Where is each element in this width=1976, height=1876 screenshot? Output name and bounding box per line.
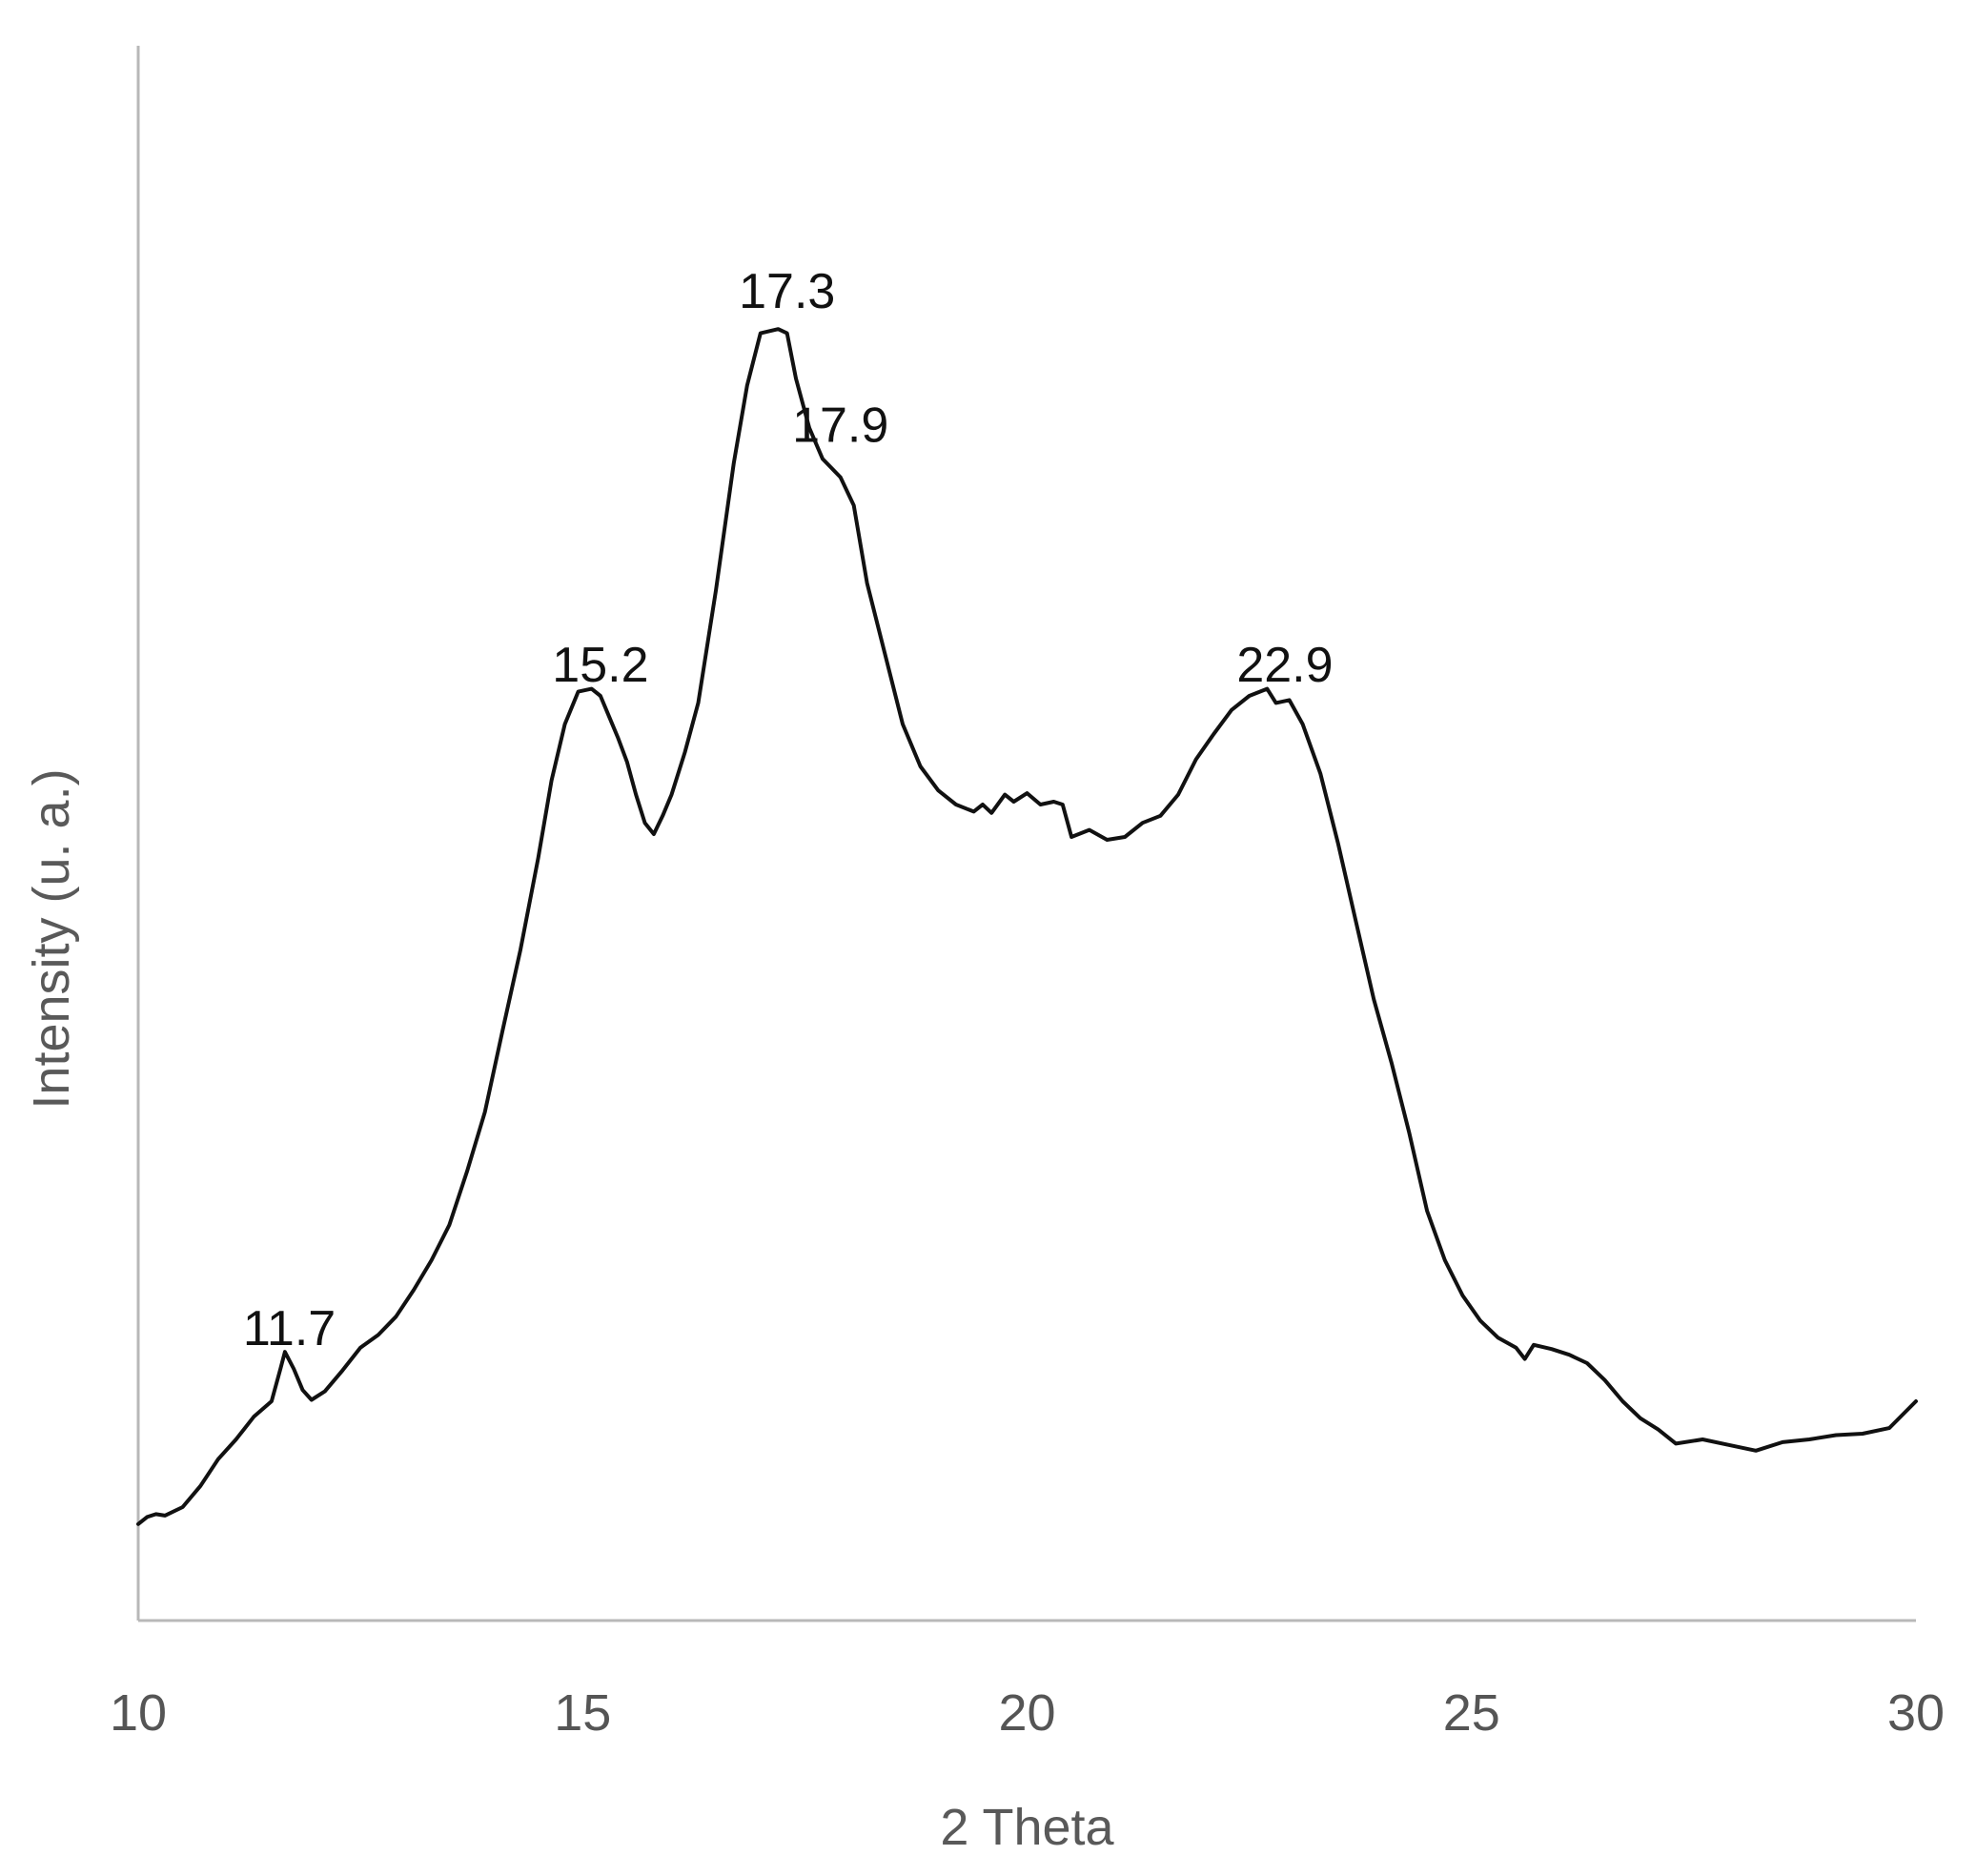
x-tick-label-15: 15 <box>554 1684 611 1742</box>
x-tick-label-10: 10 <box>110 1684 167 1742</box>
peak-label-22-9: 22.9 <box>1236 638 1333 693</box>
x-tick-label-30: 30 <box>1887 1684 1945 1742</box>
peak-label-15-2: 15.2 <box>552 638 648 693</box>
peak-label-17-9: 17.9 <box>792 398 888 454</box>
x-tick-labels: 10 15 20 25 30 <box>110 1684 1945 1742</box>
x-tick-label-25: 25 <box>1443 1684 1500 1742</box>
x-axis-title: 2 Theta <box>940 1799 1114 1856</box>
peak-labels: 11.7 15.2 17.3 17.9 22.9 <box>243 264 1334 1356</box>
xrd-series-line <box>136 327 1918 1526</box>
y-axis-title: Intensity (u. a.) <box>23 768 80 1109</box>
x-tick-label-20: 20 <box>998 1684 1055 1742</box>
peak-label-11-7: 11.7 <box>243 1301 336 1356</box>
axes <box>136 46 1916 1622</box>
peak-label-17-3: 17.3 <box>739 264 835 319</box>
